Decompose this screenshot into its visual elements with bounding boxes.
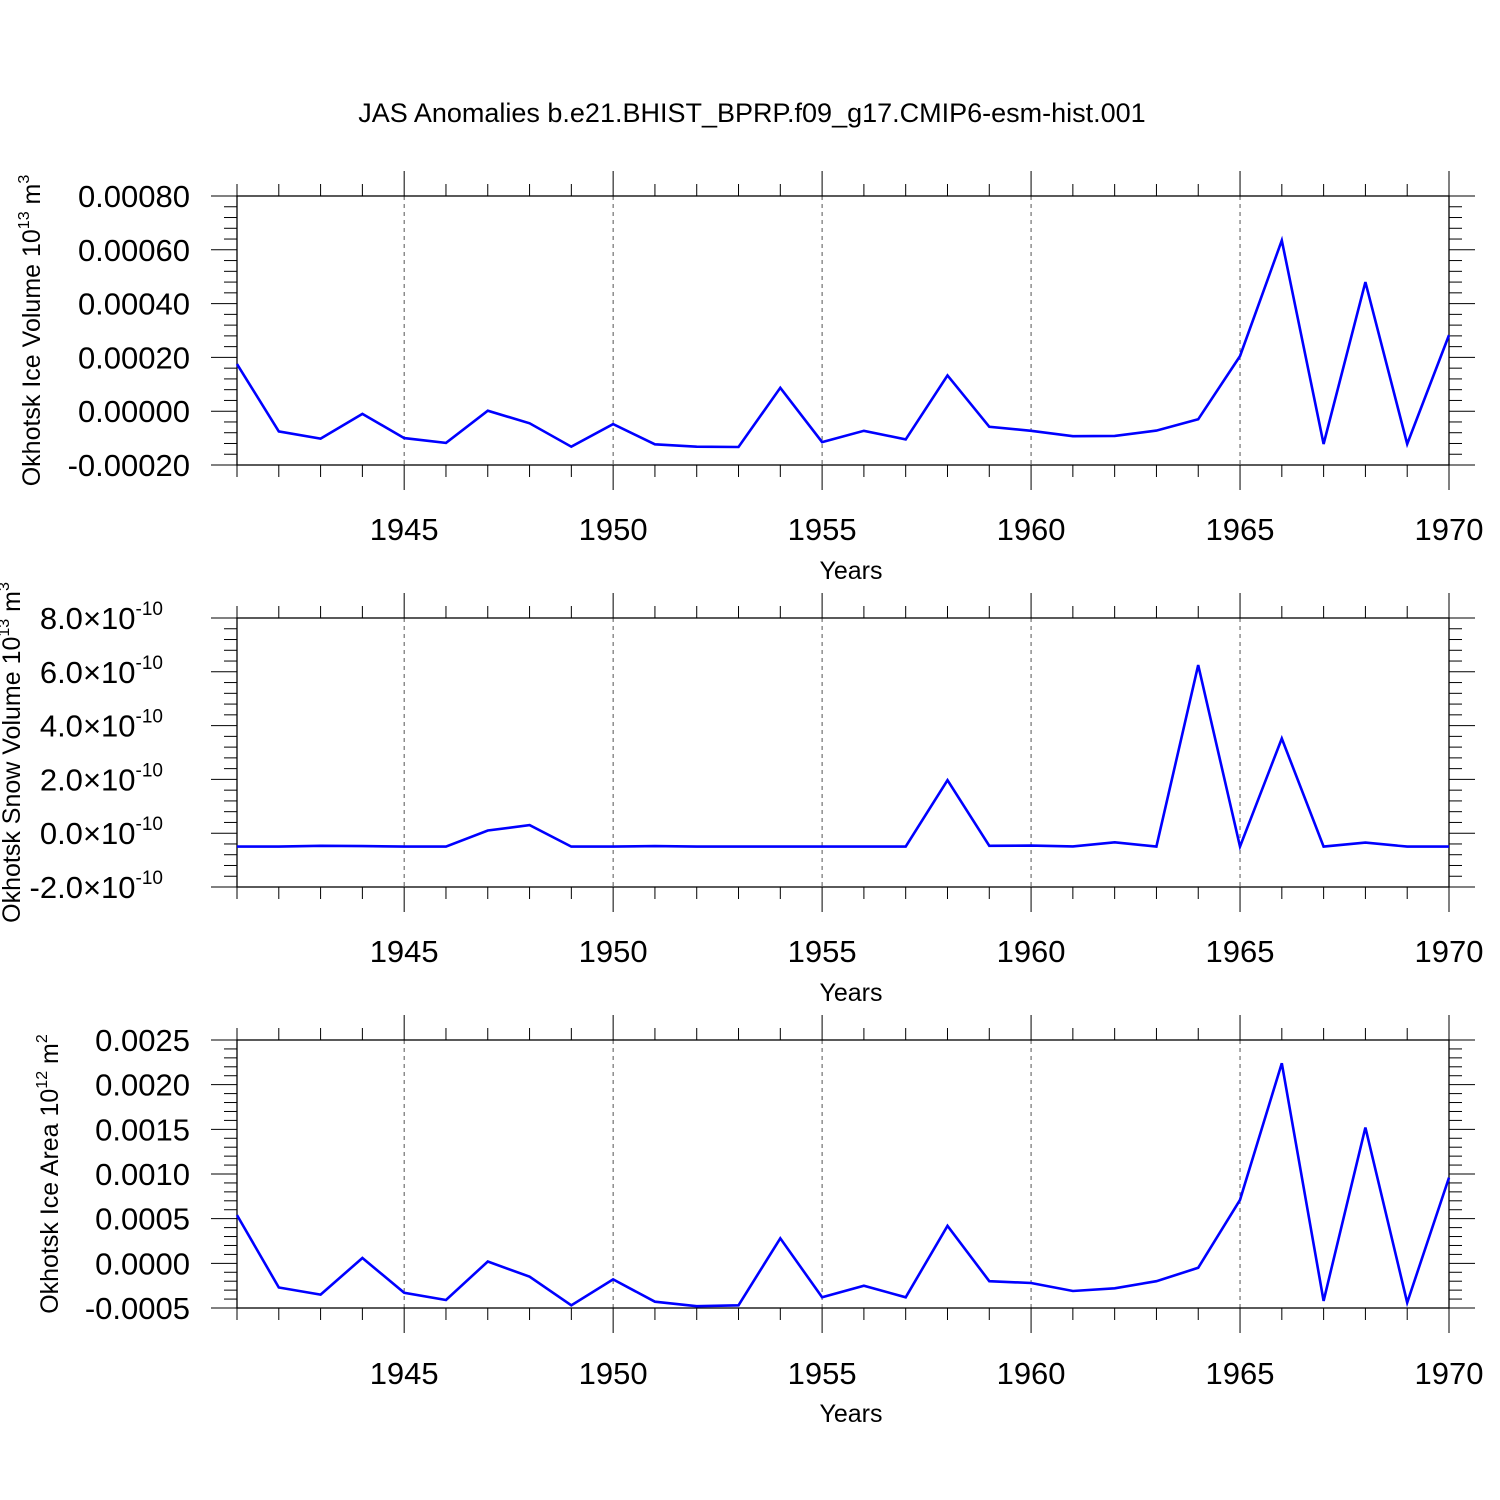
y-tick-label: 0.0015 bbox=[95, 1112, 190, 1147]
x-axis-label: Years bbox=[819, 979, 882, 1007]
y-tick-label: -0.00020 bbox=[68, 448, 190, 483]
x-tick-label: 1945 bbox=[370, 934, 439, 969]
x-tick-label: 1950 bbox=[579, 934, 648, 969]
x-tick-label: 1960 bbox=[997, 1356, 1066, 1391]
x-tick-label: 1945 bbox=[370, 512, 439, 547]
x-tick-label: 1955 bbox=[788, 512, 857, 547]
x-tick-label: 1970 bbox=[1415, 1356, 1484, 1391]
y-tick-label: 0.0025 bbox=[95, 1023, 190, 1058]
plot-frame bbox=[236, 617, 1450, 888]
panel-2: 1945 1950 1955 1960 1965 1970 -2.0×10-10 0.0×10… bbox=[0, 582, 1483, 1007]
plot-frame bbox=[236, 1039, 1450, 1309]
y-tick-label: 0.0×10-10 bbox=[40, 814, 163, 851]
series-line bbox=[235, 1062, 1451, 1308]
x-tick-label: 1960 bbox=[997, 512, 1066, 547]
x-tick-label: 1965 bbox=[1206, 1356, 1275, 1391]
y-tick-label: 0.00040 bbox=[78, 287, 190, 322]
series-line bbox=[237, 664, 1449, 852]
figure-title: JAS Anomalies b.e21.BHIST_BPRP.f09_g17.C… bbox=[358, 98, 1145, 128]
y-axis-label: Okhotsk Snow Volume 1013 m3 bbox=[0, 582, 26, 923]
y-tick-label: 0.0000 bbox=[95, 1246, 190, 1281]
x-tick-label: 1960 bbox=[997, 934, 1066, 969]
x-tick-label: 1945 bbox=[370, 1356, 439, 1391]
y-tick-label: -2.0×10-10 bbox=[30, 868, 163, 905]
x-tick-label: 1970 bbox=[1415, 934, 1484, 969]
y-tick-label: 0.00000 bbox=[78, 394, 190, 429]
x-tick-label: 1955 bbox=[788, 1356, 857, 1391]
y-tick-label: 8.0×10-10 bbox=[40, 599, 163, 636]
y-tick-label: 0.00080 bbox=[78, 179, 190, 214]
y-axis-label: Okhotsk Ice Volume 1013 m3 bbox=[16, 175, 46, 487]
y-axis-label: Okhotsk Ice Area 1012 m2 bbox=[34, 1034, 64, 1314]
x-tick-label: 1965 bbox=[1206, 934, 1275, 969]
panels: 1945 1950 1955 1960 1965 1970 -0.00020 0.00000 0… bbox=[0, 171, 1483, 1428]
x-tick-label: 1965 bbox=[1206, 512, 1275, 547]
y-tick-label: 2.0×10-10 bbox=[40, 760, 163, 797]
y-tick-label: 0.00020 bbox=[78, 340, 190, 375]
y-tick-label: 6.0×10-10 bbox=[40, 653, 163, 690]
y-tick-label: 4.0×10-10 bbox=[40, 707, 163, 744]
x-tick-label: 1950 bbox=[579, 1356, 648, 1391]
plot-frame bbox=[236, 195, 1450, 466]
panel-3: 1945 1950 1955 1960 1965 1970 -0.0005 0.0000 0.0… bbox=[34, 1015, 1483, 1428]
y-tick-label: 0.0005 bbox=[95, 1202, 190, 1237]
y-tick-label: -0.0005 bbox=[85, 1291, 190, 1326]
x-tick-label: 1970 bbox=[1415, 512, 1484, 547]
y-tick-label: 0.0010 bbox=[95, 1157, 190, 1192]
y-tick-label: 0.00060 bbox=[78, 233, 190, 268]
panel-1: 1945 1950 1955 1960 1965 1970 -0.00020 0.00000 0… bbox=[16, 171, 1483, 585]
x-tick-label: 1950 bbox=[579, 512, 648, 547]
x-tick-label: 1955 bbox=[788, 934, 857, 969]
x-axis-label: Years bbox=[819, 557, 882, 585]
x-axis-label: Years bbox=[819, 1400, 882, 1428]
series-line bbox=[235, 235, 1451, 449]
y-tick-label: 0.0020 bbox=[95, 1068, 190, 1103]
